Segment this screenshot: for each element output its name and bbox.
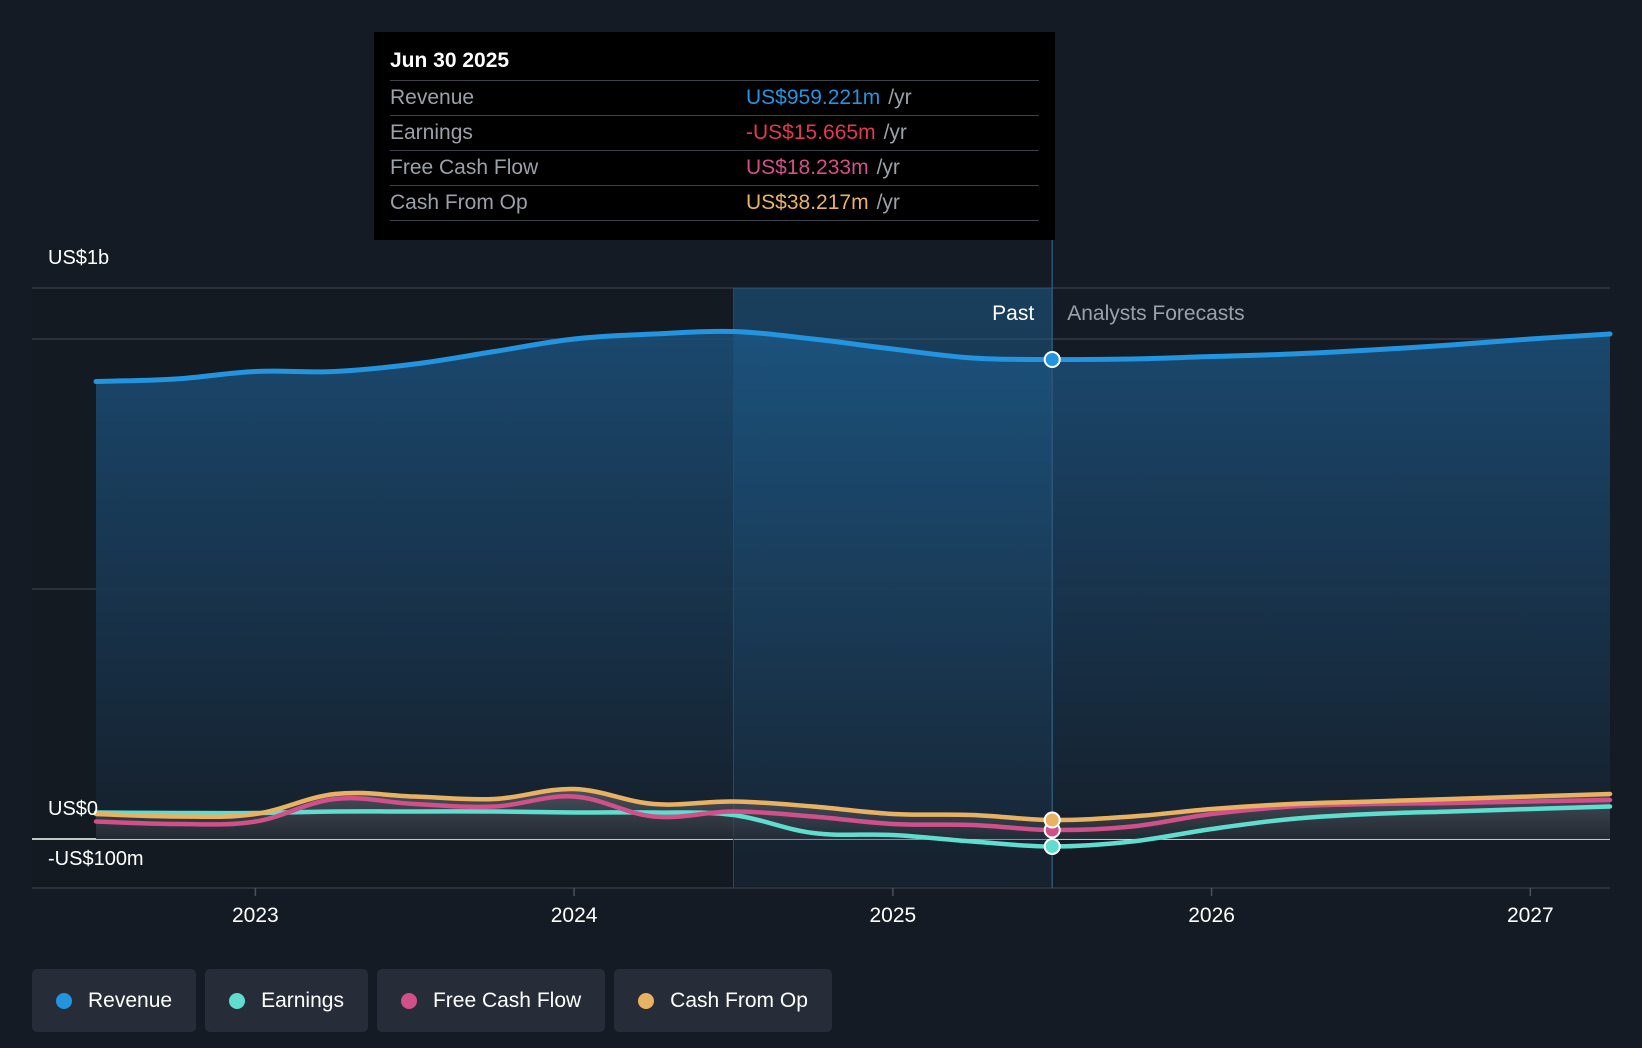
x-tick-label: 2025 — [869, 904, 916, 927]
y-tick-label: -US$100m — [48, 848, 144, 870]
tooltip-row: Revenue US$959.221m/yr — [390, 81, 1039, 116]
series-line-earnings — [93, 804, 1613, 849]
legend: Revenue Earnings Free Cash Flow Cash From O… — [32, 969, 832, 1032]
y-tick-label: US$1b — [48, 247, 109, 269]
tooltip-row-label: Cash From Op — [390, 191, 528, 214]
x-tick-label: 2024 — [551, 904, 598, 927]
text-layer: US$1b US$0 -US$100m 2023 2024 2025 2026 2027 Pas… — [48, 247, 1554, 927]
tooltip-rows: Revenue US$959.221m/yr Earnings -US$15.665m… — [390, 81, 1039, 221]
legend-item-free-cash-flow[interactable]: Free Cash Flow — [376, 969, 606, 1032]
tooltip-row-value: US$959.221m — [746, 86, 881, 109]
line-layer — [93, 328, 1613, 849]
point-marker — [1043, 351, 1061, 368]
tooltip-row-label: Earnings — [390, 121, 473, 144]
y-tick-label: US$0 — [48, 798, 98, 820]
x-tick-label: 2023 — [232, 904, 279, 927]
legend-item-earnings[interactable]: Earnings — [205, 969, 368, 1032]
point-marker — [1043, 838, 1061, 855]
highlight-band — [733, 288, 1053, 888]
tooltip-row-value: US$38.217m — [746, 191, 869, 214]
legend-dot-icon — [400, 992, 417, 1009]
forecast-label: Analysts Forecasts — [1067, 302, 1244, 325]
tooltip-row: Free Cash Flow US$18.233m/yr — [390, 151, 1039, 186]
past-label: Past — [992, 302, 1034, 325]
tooltip-row-label: Free Cash Flow — [390, 156, 539, 179]
point-marker — [1043, 811, 1061, 829]
tooltip-row-value: -US$15.665m — [746, 121, 876, 144]
legend-item-cash-from-op[interactable]: Cash From Op — [614, 969, 832, 1032]
legend-dot-icon — [229, 992, 246, 1009]
tooltip-date: Jun 30 2025 — [390, 46, 1039, 81]
marker-layer — [1043, 351, 1061, 855]
legend-item-revenue[interactable]: Revenue — [32, 969, 197, 1032]
legend-dot-icon — [638, 992, 655, 1009]
legend-label: Earnings — [261, 988, 344, 1012]
legend-label: Cash From Op — [670, 988, 808, 1012]
tooltip-row-unit: /yr — [876, 156, 900, 179]
x-tick-label: 2027 — [1507, 904, 1554, 927]
series-line-free-cash-flow — [93, 794, 1613, 833]
tooltip-row: Cash From Op US$38.217m/yr — [390, 186, 1039, 221]
series-line-revenue — [93, 328, 1613, 384]
tooltip-row-label: Revenue — [390, 86, 475, 109]
tooltip-row-value: US$18.233m — [746, 156, 869, 179]
series-line-cash-from-op — [93, 786, 1613, 823]
legend-label: Free Cash Flow — [432, 988, 582, 1012]
tooltip-row: Earnings -US$15.665m/yr — [390, 116, 1039, 151]
legend-label: Revenue — [88, 988, 173, 1012]
tooltip-row-unit: /yr — [888, 86, 912, 109]
tooltip-row-unit: /yr — [876, 191, 900, 214]
x-tick-label: 2026 — [1188, 904, 1235, 927]
tooltip: Jun 30 2025 Revenue US$959.221m/yr Earning… — [374, 32, 1055, 240]
tooltip-row-unit: /yr — [883, 121, 907, 144]
legend-dot-icon — [56, 992, 72, 1009]
